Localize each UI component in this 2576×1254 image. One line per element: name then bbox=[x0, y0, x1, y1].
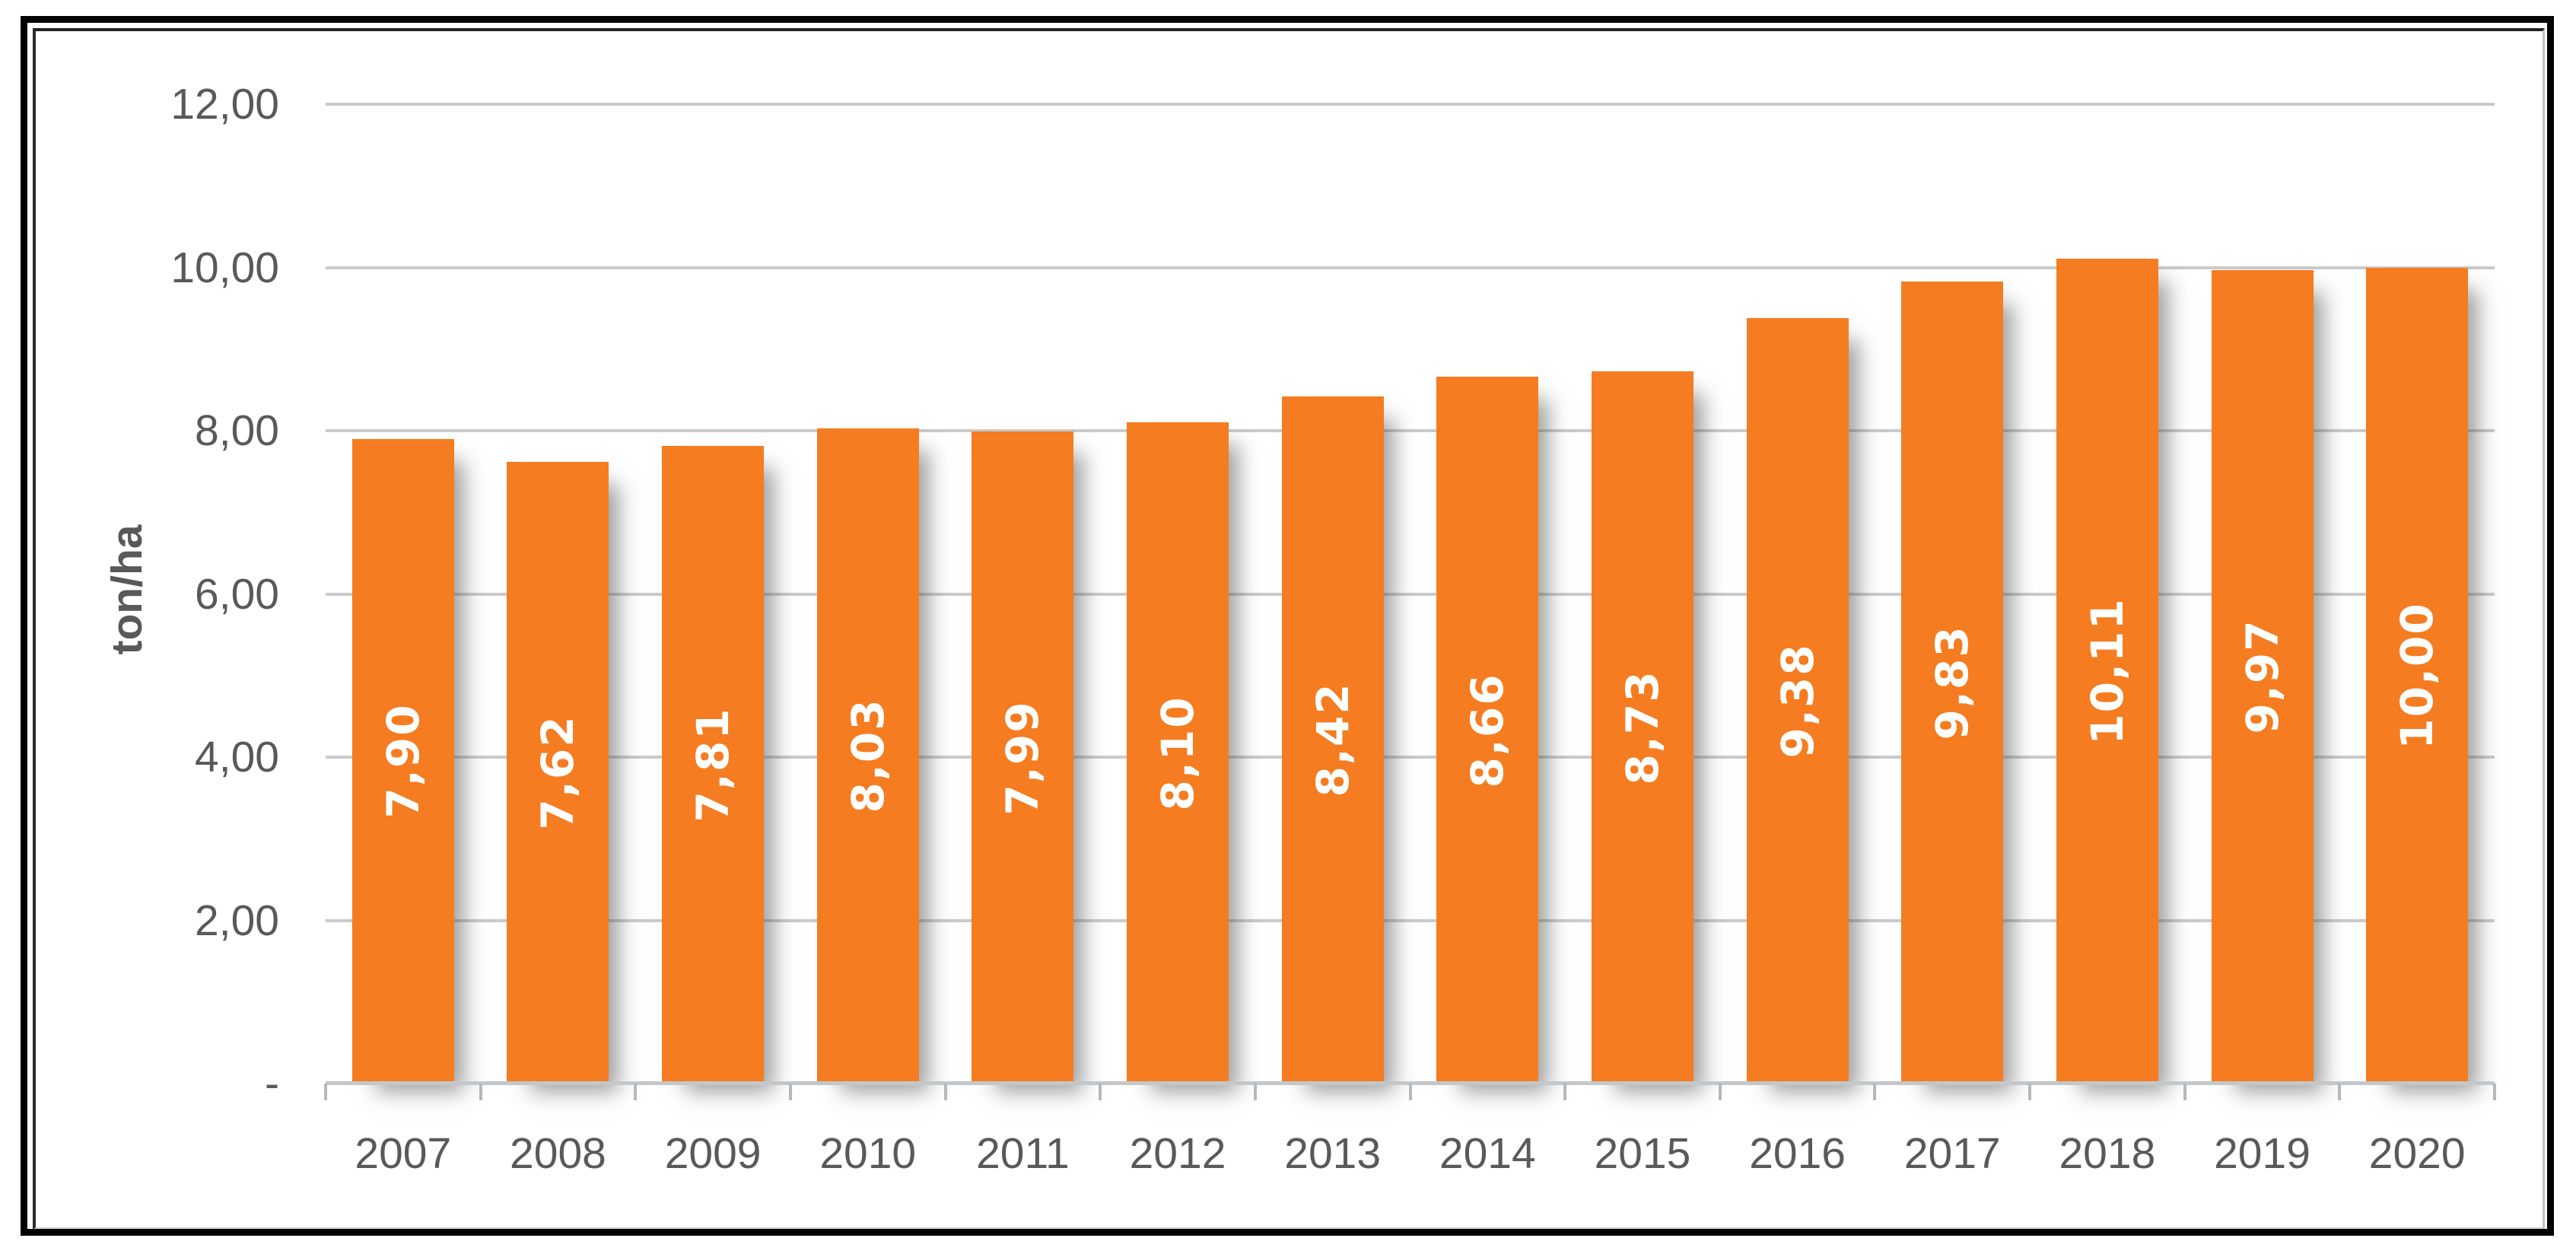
x-axis-tick bbox=[1563, 1084, 1567, 1100]
x-axis-tick bbox=[2028, 1084, 2032, 1100]
bar-value-label: 7,81 bbox=[687, 707, 739, 823]
x-axis-line bbox=[326, 1081, 2495, 1085]
y-tick-label: 10,00 bbox=[170, 243, 279, 292]
bar-value-label: 8,42 bbox=[1306, 682, 1359, 798]
x-axis-tick bbox=[1873, 1084, 1877, 1100]
bar-2019: 9,97 bbox=[2211, 269, 2314, 1084]
bar-value-label: 9,38 bbox=[1771, 643, 1824, 759]
bar-2016: 9,38 bbox=[1746, 317, 1849, 1084]
x-tick-label: 2011 bbox=[976, 1129, 1070, 1178]
x-tick-label: 2013 bbox=[1284, 1129, 1382, 1178]
y-tick-label: 6,00 bbox=[195, 569, 279, 619]
gridline bbox=[326, 103, 2495, 106]
x-axis-tick bbox=[788, 1084, 792, 1100]
x-tick-label: 2016 bbox=[1749, 1129, 1846, 1178]
bar-value-label: 7,62 bbox=[532, 715, 584, 830]
x-axis-tick bbox=[2183, 1084, 2186, 1100]
x-tick-label: 2015 bbox=[1594, 1129, 1691, 1178]
bar-2020: 10,00 bbox=[2366, 267, 2469, 1084]
bar-2015: 8,73 bbox=[1591, 371, 1693, 1084]
bar-value-label: 9,97 bbox=[2236, 619, 2288, 734]
bar-2018: 10,11 bbox=[2056, 258, 2158, 1084]
x-tick-label: 2019 bbox=[2214, 1129, 2310, 1178]
x-axis-tick bbox=[943, 1084, 947, 1100]
bar-2010: 8,03 bbox=[816, 428, 919, 1084]
y-tick-label: 4,00 bbox=[195, 733, 279, 781]
gridline bbox=[326, 918, 2495, 922]
bar-value-label: 8,03 bbox=[841, 698, 894, 813]
y-tick-label: 2,00 bbox=[195, 896, 279, 945]
x-axis-tick bbox=[1718, 1084, 1722, 1100]
bar-2008: 7,62 bbox=[507, 461, 609, 1084]
x-tick-label: 2007 bbox=[355, 1129, 452, 1178]
x-axis-tick bbox=[1408, 1084, 1412, 1100]
gridline bbox=[326, 429, 2495, 432]
bar-2012: 8,10 bbox=[1127, 422, 1229, 1084]
y-tick-label: - bbox=[265, 1059, 279, 1108]
x-axis-tick bbox=[479, 1084, 482, 1100]
gridline bbox=[326, 266, 2495, 269]
x-tick-label: 2010 bbox=[819, 1129, 917, 1178]
bar-2011: 7,99 bbox=[972, 431, 1074, 1084]
gridline bbox=[326, 756, 2495, 759]
x-tick-label: 2014 bbox=[1439, 1129, 1536, 1178]
bar-value-label: 10,00 bbox=[2391, 602, 2444, 750]
bar-2013: 8,42 bbox=[1281, 396, 1384, 1084]
x-tick-label: 2020 bbox=[2368, 1129, 2466, 1178]
x-tick-label: 2008 bbox=[510, 1129, 606, 1178]
bar-value-label: 7,99 bbox=[997, 699, 1049, 816]
y-tick-label: 12,00 bbox=[170, 80, 279, 129]
x-axis-tick bbox=[1099, 1084, 1102, 1100]
gridline bbox=[326, 592, 2495, 596]
bar-value-label: 8,10 bbox=[1152, 695, 1204, 811]
x-tick-label: 2009 bbox=[664, 1129, 762, 1178]
x-tick-label: 2012 bbox=[1129, 1129, 1226, 1178]
bar-2017: 9,83 bbox=[1901, 281, 2004, 1084]
x-axis-tick bbox=[634, 1084, 638, 1100]
y-tick-label: 8,00 bbox=[195, 406, 279, 455]
x-tick-label: 2018 bbox=[2059, 1129, 2156, 1178]
bar-value-label: 8,66 bbox=[1461, 673, 1514, 788]
bar-2007: 7,90 bbox=[351, 438, 454, 1084]
x-axis-tick bbox=[2338, 1084, 2342, 1100]
bar-value-label: 9,83 bbox=[1926, 625, 1979, 740]
x-axis-tick bbox=[2493, 1084, 2496, 1100]
x-axis-tick bbox=[1253, 1084, 1257, 1100]
bar-value-label: 7,90 bbox=[377, 703, 429, 819]
bar-value-label: 8,73 bbox=[1616, 670, 1668, 785]
x-tick-label: 2017 bbox=[1903, 1129, 2001, 1178]
bar-2014: 8,66 bbox=[1436, 377, 1539, 1084]
x-axis-tick bbox=[324, 1084, 327, 1100]
bar-2009: 7,81 bbox=[662, 446, 765, 1084]
bar-value-label: 10,11 bbox=[2081, 597, 2133, 745]
